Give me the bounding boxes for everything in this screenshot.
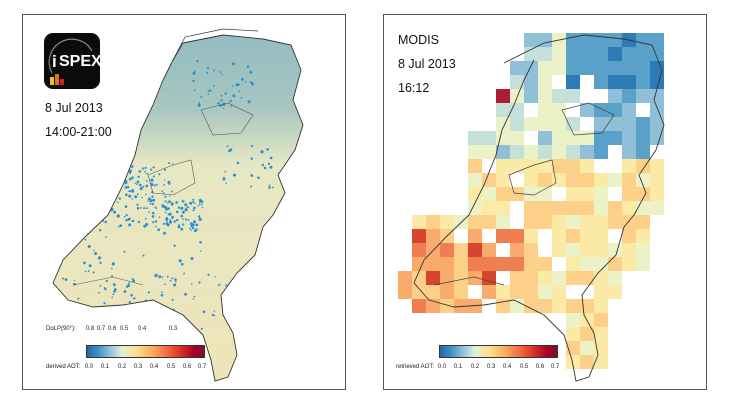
aot-tick: 0.1 — [100, 364, 110, 370]
dolp-tick: 0.6 — [107, 326, 117, 332]
aot-tick: 0.0 — [437, 364, 447, 370]
aot-tick: 0.5 — [166, 364, 176, 370]
aot-tick: 0.4 — [502, 364, 512, 370]
aot-tick: 0.2 — [470, 364, 480, 370]
aot-tick: 0.6 — [182, 364, 192, 370]
aot-tick: 0.1 — [453, 364, 463, 370]
modis-map — [398, 33, 665, 382]
modis-time: 16:12 — [398, 81, 430, 95]
dolp-tick: 0.5 — [119, 326, 129, 332]
modis-aot-grid — [398, 33, 664, 369]
aot-tick: 0.6 — [535, 364, 545, 370]
derived-aot-label: derived AOT: — [46, 364, 81, 370]
dolp-tick: 0.4 — [137, 326, 147, 332]
aot-tick: 0.2 — [117, 364, 127, 370]
ispex-map — [52, 28, 304, 382]
ispex-date: 8 Jul 2013 — [45, 101, 103, 115]
ispex-logo-graphic — [48, 38, 93, 85]
modis-date: 8 Jul 2013 — [398, 57, 456, 71]
dolp-label: DoLP(90°): — [46, 326, 76, 332]
modis-colorbar-gradient — [439, 345, 558, 358]
ispex-colorbar-gradient — [86, 345, 205, 358]
aot-tick: 0.4 — [149, 364, 159, 370]
modis-map-panel: MODIS 8 Jul 2013 16:12 retrieved AOT: 0.… — [383, 14, 707, 390]
ispex-map-panel: i SPEX 8 Jul 2013 14:00-21:00 DoLP(90°):… — [22, 14, 346, 390]
aot-tick: 0.5 — [519, 364, 529, 370]
dolp-tick: 0.8 — [85, 326, 95, 332]
logo-text: SPEX — [59, 53, 100, 70]
retrieved-aot-label: retrieved AOT: — [396, 364, 435, 370]
dolp-tick: 0.3 — [168, 326, 178, 332]
dolp-tick: 0.7 — [96, 326, 106, 332]
modis-title: MODIS — [398, 33, 439, 47]
ispex-time: 14:00-21:00 — [45, 125, 112, 139]
aot-tick: 0.3 — [133, 364, 143, 370]
ispex-logo: i SPEX — [44, 33, 100, 89]
logo-prefix: i — [52, 52, 57, 71]
aot-tick: 0.7 — [197, 364, 207, 370]
aot-tick: 0.3 — [486, 364, 496, 370]
aot-tick: 0.0 — [84, 364, 94, 370]
aot-tick: 0.7 — [550, 364, 560, 370]
